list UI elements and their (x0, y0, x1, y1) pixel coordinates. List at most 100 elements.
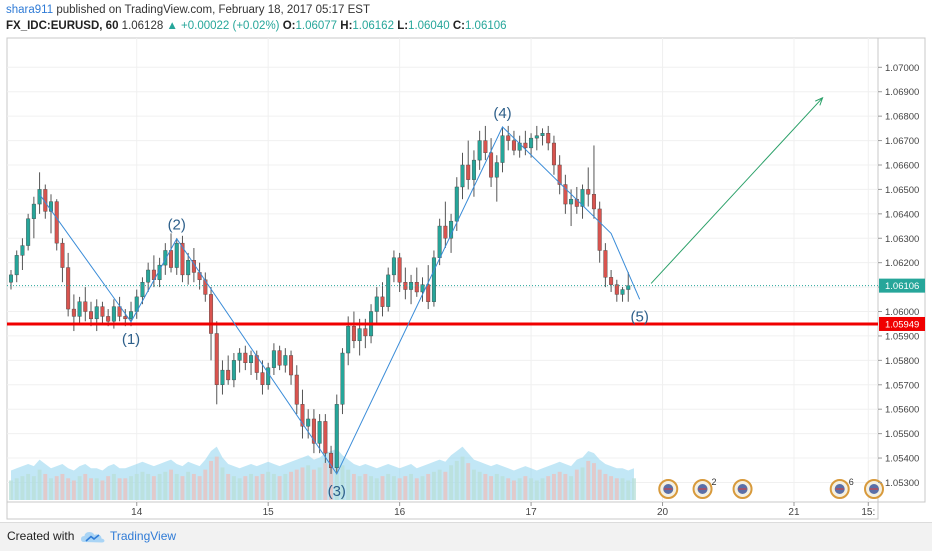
footer-bar: Created with TradingView (0, 522, 932, 551)
y-tick-label: 1.05900 (885, 331, 919, 342)
volume-bar (283, 473, 288, 500)
time-axis[interactable] (6, 501, 879, 520)
volume-bar (546, 476, 551, 500)
candle-body (391, 257, 396, 276)
volume-bar (300, 467, 305, 500)
candle-body (414, 282, 419, 293)
volume-bar (106, 476, 111, 500)
x-tick-label: 20 (657, 507, 669, 518)
volume-bar (214, 456, 219, 500)
volume-bar (151, 476, 156, 500)
tradingview-brand[interactable]: TradingView (110, 529, 177, 543)
candle-body (9, 274, 13, 283)
volume-bar (597, 469, 602, 500)
y-tick-label: 1.05800 (885, 356, 919, 367)
candle-body (26, 218, 31, 246)
candle-body (83, 301, 88, 312)
support-price-label: 1.05949 (885, 319, 919, 330)
x-tick-label: 16 (394, 507, 406, 518)
candle-body (363, 328, 368, 337)
elliott-wave-line[interactable] (39, 126, 641, 475)
close-value: 1.06106 (464, 20, 507, 32)
event-count-label: 2 (712, 477, 717, 487)
volume-bar (477, 471, 482, 500)
volume-bar (449, 465, 454, 500)
candle-body (420, 284, 425, 293)
publish-line: shara911 published on TradingView.com, F… (6, 4, 370, 16)
candle-body (203, 279, 208, 295)
volume-bar (169, 469, 173, 500)
volume-bar (249, 473, 254, 500)
candle-body (311, 418, 316, 444)
candle-body (300, 404, 305, 427)
projection-arrow-line[interactable] (650, 97, 823, 284)
candle-body (329, 452, 334, 469)
x-tick-label: 15: (861, 507, 875, 518)
candle-body (523, 142, 528, 149)
x-tick-label: 17 (526, 507, 538, 518)
candle-body (66, 267, 71, 310)
wave-label: (5) (631, 308, 649, 325)
last-price: 1.06128 (121, 20, 164, 32)
y-tick-label: 1.06500 (885, 185, 919, 196)
candle-body (54, 201, 59, 244)
volume-bar (231, 476, 236, 500)
last-price-label: 1.06106 (885, 281, 919, 292)
volume-bar (511, 480, 516, 500)
candle-body (460, 164, 465, 188)
volume-bar (523, 476, 528, 500)
volume-bar (363, 473, 368, 500)
volume-bar (471, 469, 476, 500)
close-label: C: (452, 20, 465, 32)
volume-bar (483, 473, 488, 500)
candle-body (551, 142, 556, 166)
volume-bar (586, 460, 591, 500)
author-link[interactable]: shara911 (6, 4, 54, 16)
x-tick-label: 21 (788, 507, 800, 518)
candle-body (609, 277, 614, 285)
candle-body (266, 367, 271, 385)
candle-body (169, 250, 174, 268)
volume-bar (346, 469, 351, 500)
y-tick-label: 1.05400 (885, 454, 919, 465)
candle-body (260, 372, 265, 385)
candle-body (180, 242, 185, 276)
volume-bar (220, 467, 225, 500)
candle-body (214, 333, 219, 385)
volume-bar (443, 471, 448, 500)
volume-bar (37, 469, 42, 500)
candle-body (397, 257, 402, 283)
volume-bar (574, 469, 579, 500)
volume-bar (134, 473, 139, 500)
tradingview-cloud-icon (81, 532, 105, 543)
y-tick-label: 1.05700 (885, 380, 919, 391)
candle-body (477, 140, 482, 161)
candle-body (511, 140, 516, 151)
volume-bar (391, 476, 396, 500)
volume-bar (534, 480, 539, 500)
volume-bar (123, 478, 128, 500)
candle-body (31, 203, 36, 219)
volume-bar (591, 463, 596, 500)
candle-body (294, 374, 299, 405)
candle-body (489, 152, 494, 178)
y-tick-label: 1.06700 (885, 136, 919, 147)
candle-body (346, 325, 351, 354)
candle-body (123, 316, 128, 320)
volume-bar (77, 476, 82, 500)
y-tick-label: 1.06800 (885, 112, 919, 123)
volume-bar (557, 471, 562, 500)
volume-bar (111, 473, 116, 500)
volume-bar (191, 473, 196, 500)
volume-bar (454, 460, 459, 500)
candle-body (146, 269, 151, 283)
volume-bar (89, 478, 93, 500)
price-axis[interactable] (877, 37, 926, 503)
volume-bar (374, 478, 379, 500)
last-price-tag (879, 278, 925, 293)
candle-body (111, 306, 116, 322)
volume-bar (49, 478, 53, 500)
candle-body (71, 308, 76, 317)
candle-body (209, 294, 214, 334)
